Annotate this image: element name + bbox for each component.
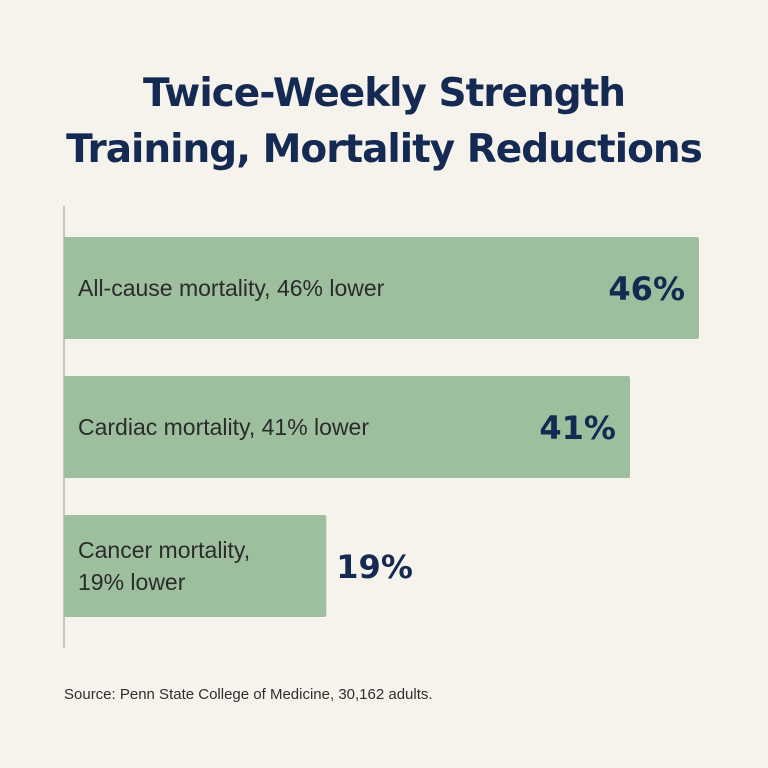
value-label-2: 41% [539, 409, 616, 447]
source-note: Source: Penn State College of Medicine, … [64, 686, 433, 703]
bar-2 [64, 376, 630, 478]
category-label-3-line-1: Cancer mortality, [78, 537, 250, 563]
bar-3 [64, 515, 327, 617]
chart-title-line-1: Twice-Weekly Strength [142, 71, 626, 116]
category-label-3-line-2: 19% lower [78, 569, 186, 595]
value-label-3: 19% [336, 548, 413, 586]
chart-title-line-2: Training, Mortality Reductions [66, 127, 703, 172]
category-label-2: Cardiac mortality, 41% lower [78, 414, 369, 440]
category-label-1: All-cause mortality, 46% lower [78, 275, 385, 301]
bar-1 [64, 237, 699, 339]
chart-title: Twice-Weekly Strength Training, Mortalit… [0, 66, 768, 178]
value-label-1: 46% [608, 270, 685, 308]
